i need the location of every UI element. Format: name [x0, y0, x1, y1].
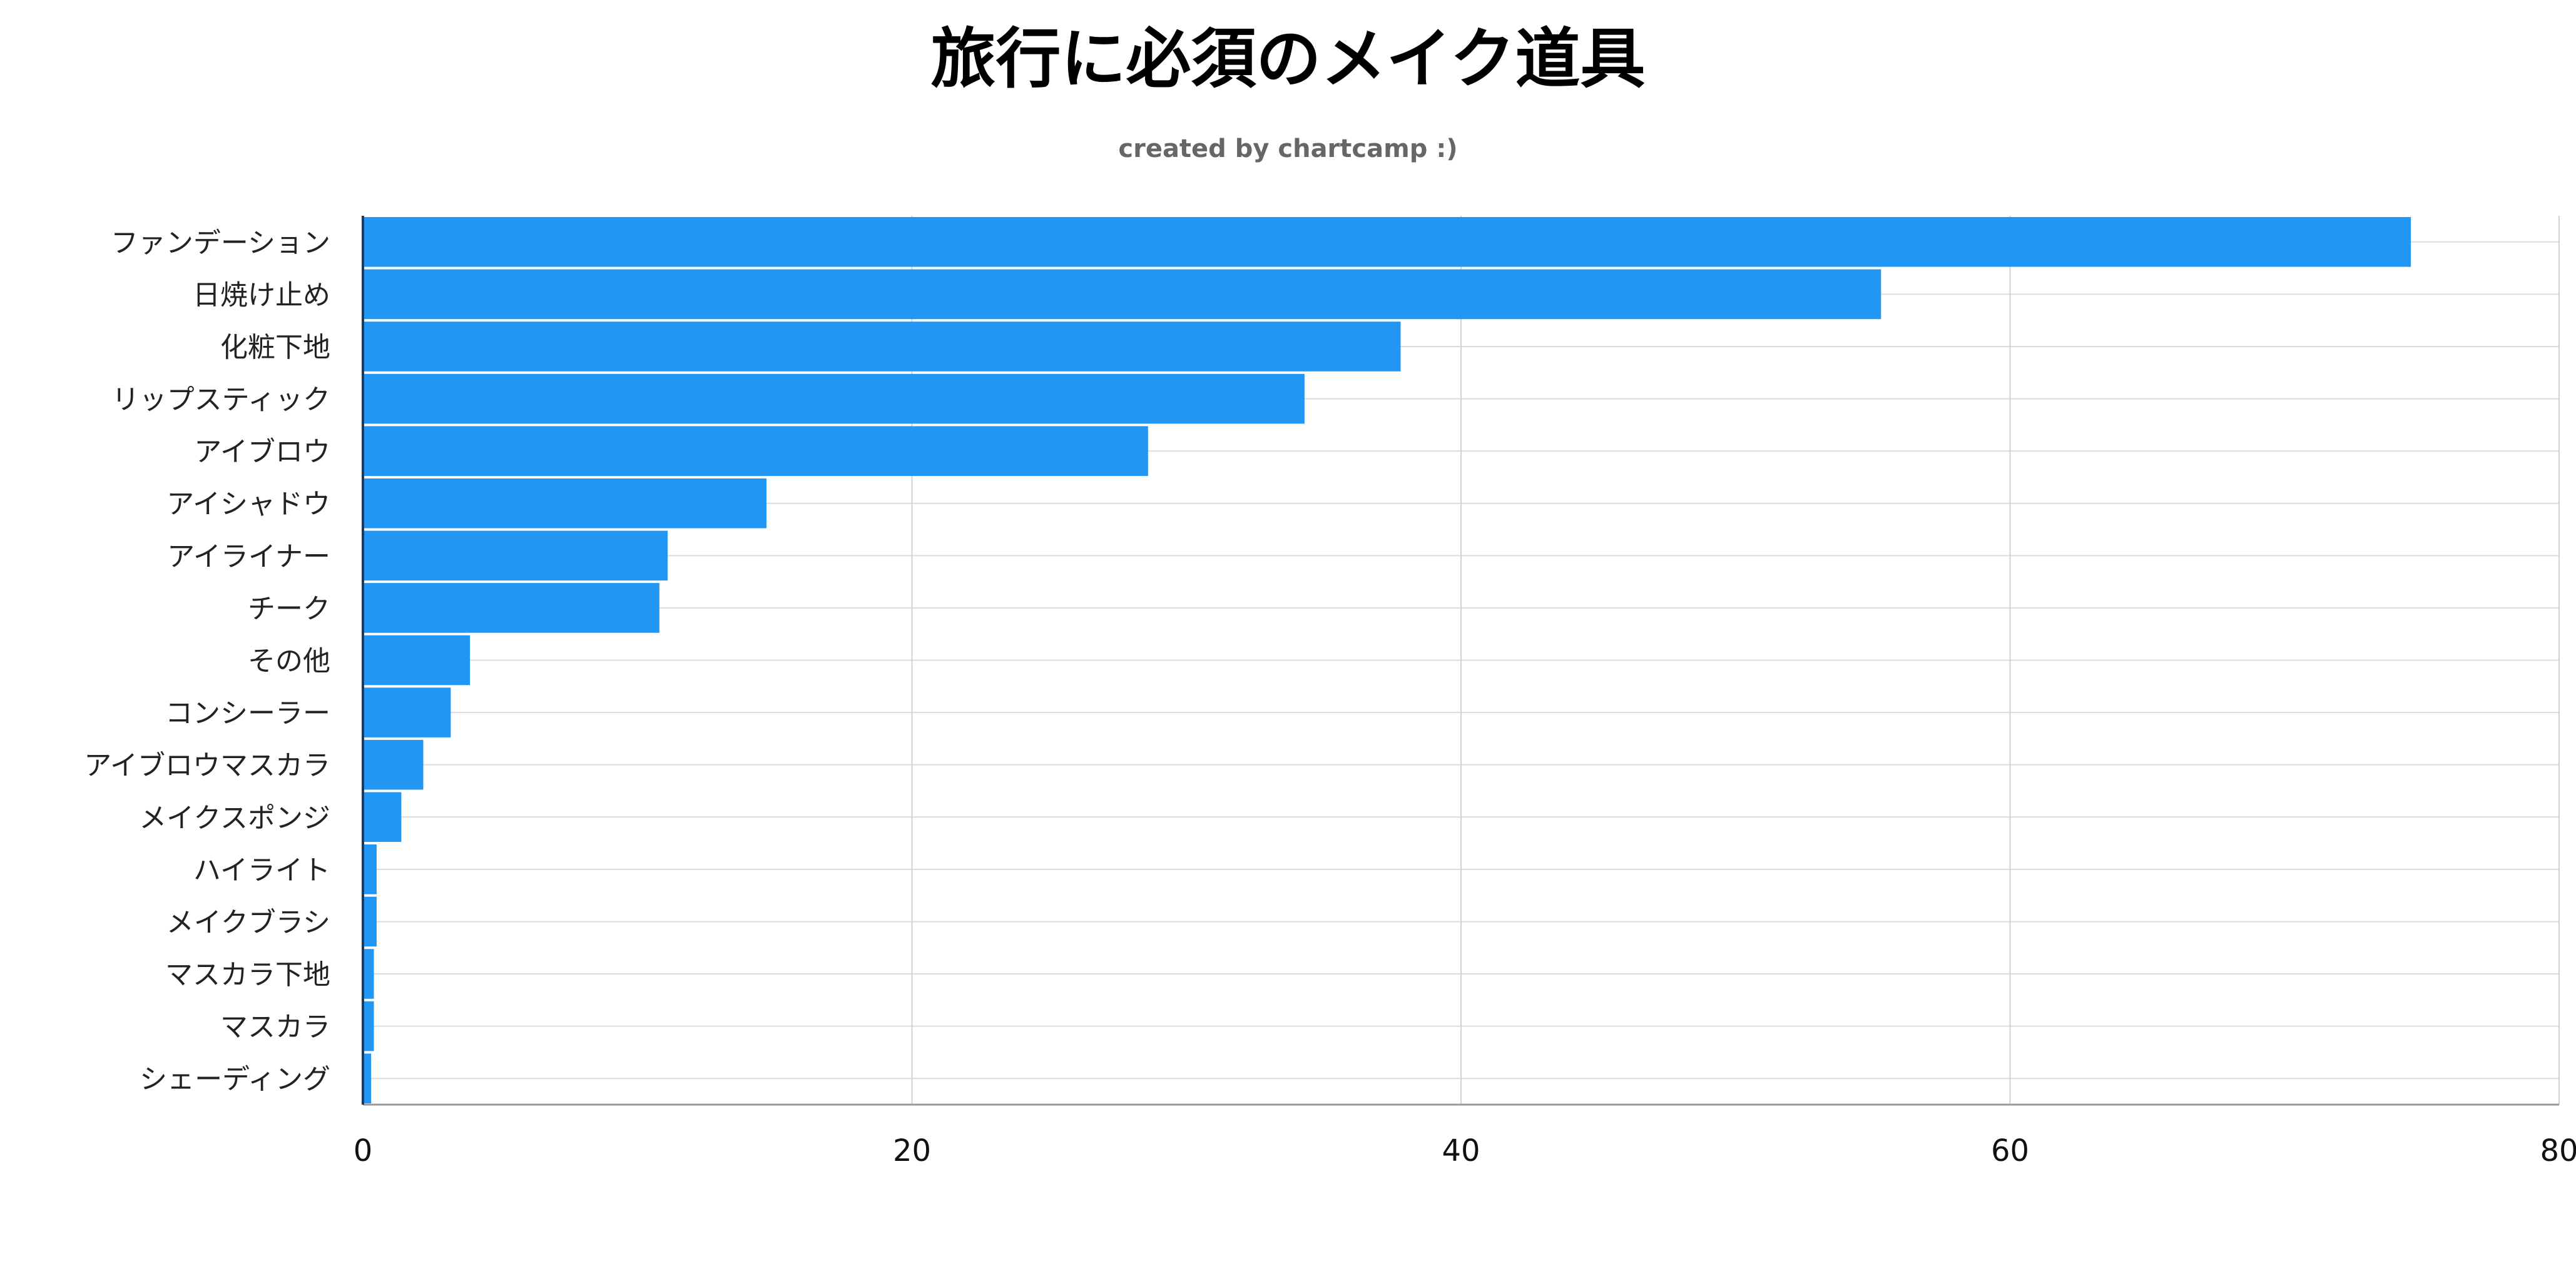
bar[interactable] — [363, 322, 1401, 372]
bar[interactable] — [363, 426, 1148, 476]
category-label: アイブロウ — [194, 436, 330, 468]
bar[interactable] — [363, 269, 1881, 320]
bar[interactable] — [363, 739, 424, 790]
x-tick-label: 40 — [1442, 1133, 1480, 1168]
category-label: その他 — [248, 646, 330, 677]
category-label: チーク — [248, 593, 330, 625]
category-label: 日焼け止め — [193, 279, 330, 311]
category-label: マスカラ下地 — [165, 959, 330, 991]
bar[interactable] — [363, 373, 1305, 424]
bar[interactable] — [363, 1053, 372, 1103]
category-label: ハイライト — [193, 854, 330, 886]
category-label: アイライナー — [167, 540, 330, 572]
bar[interactable] — [363, 583, 659, 633]
category-label: リップスティック — [112, 384, 330, 416]
category-label: メイクブラシ — [166, 906, 330, 938]
category-label: コンシーラー — [165, 697, 330, 729]
bar[interactable] — [363, 478, 766, 529]
bar[interactable] — [363, 217, 2411, 267]
x-tick-label: 20 — [893, 1133, 931, 1168]
category-label: マスカラ — [220, 1011, 330, 1043]
bar[interactable] — [363, 1001, 374, 1051]
bar[interactable] — [363, 844, 377, 894]
bar[interactable] — [363, 949, 374, 999]
category-label: 化粧下地 — [220, 332, 330, 363]
bar[interactable] — [363, 896, 377, 947]
bar[interactable] — [363, 792, 402, 843]
x-tick-label: 60 — [1991, 1133, 2029, 1168]
x-tick-label: 80 — [2540, 1133, 2576, 1168]
bar[interactable] — [363, 687, 451, 737]
chart-title: 旅行に必須のメイク道具 — [930, 21, 1646, 97]
category-label: メイクスポンジ — [139, 802, 330, 834]
axes — [362, 216, 2559, 1106]
bar[interactable] — [363, 635, 471, 686]
x-tick-labels: 0 20 40 60 80 — [354, 1133, 2576, 1168]
category-label: アイシャドウ — [166, 489, 330, 520]
category-labels: ファンデーション日焼け止め化粧下地リップスティックアイブロウアイシャドウアイライ… — [84, 227, 330, 1095]
category-label: ファンデーション — [111, 227, 330, 259]
category-label: シェーディング — [140, 1063, 330, 1095]
x-tick-label: 0 — [354, 1133, 373, 1168]
bar[interactable] — [363, 530, 668, 581]
bars — [363, 217, 2411, 1103]
chart-subtitle: created by chartcamp :) — [1118, 134, 1458, 163]
category-label: アイブロウマスカラ — [84, 750, 330, 782]
